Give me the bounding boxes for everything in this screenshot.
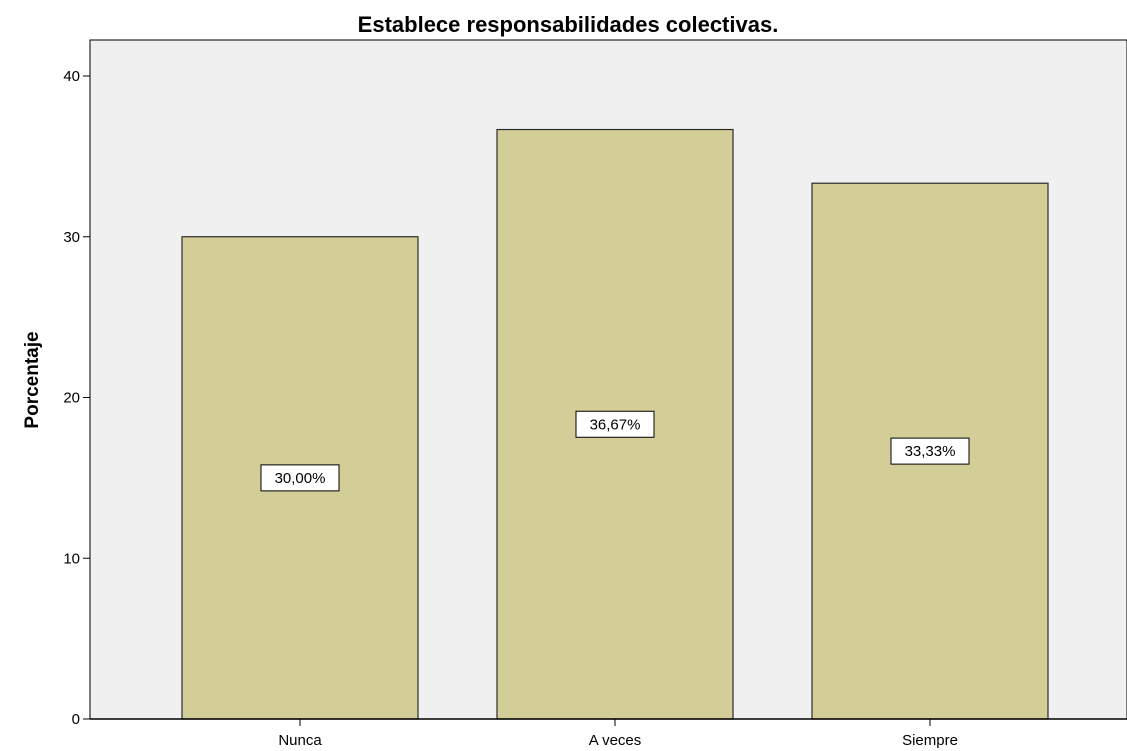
y-axis-label: Porcentaje: [22, 331, 43, 428]
bars-group: 30,00% 36,67% 33,33%: [181, 128, 1049, 720]
x-tick-label: Nunca: [278, 732, 322, 749]
data-label-box: [260, 464, 340, 492]
data-label-box: [575, 410, 655, 438]
data-label-box: [890, 437, 970, 465]
y-tick-label: 40: [63, 68, 80, 85]
data-label: 36,67%: [590, 416, 641, 433]
chart-title: Establece responsabilidades colectivas.: [358, 12, 779, 37]
y-axis: 0 10 20 30 40: [63, 68, 90, 728]
x-tick-label: A veces: [589, 732, 642, 749]
data-label: 33,33%: [905, 443, 956, 460]
y-tick-label: 10: [63, 550, 80, 567]
y-tick-label: 30: [63, 229, 80, 246]
data-label: 30,00%: [275, 470, 326, 487]
y-tick-label: 0: [72, 711, 80, 728]
x-tick-label: Siempre: [902, 732, 958, 749]
y-tick-label: 20: [63, 390, 80, 407]
x-axis: Nunca A veces Siempre: [90, 718, 1127, 749]
bar: [181, 236, 419, 720]
